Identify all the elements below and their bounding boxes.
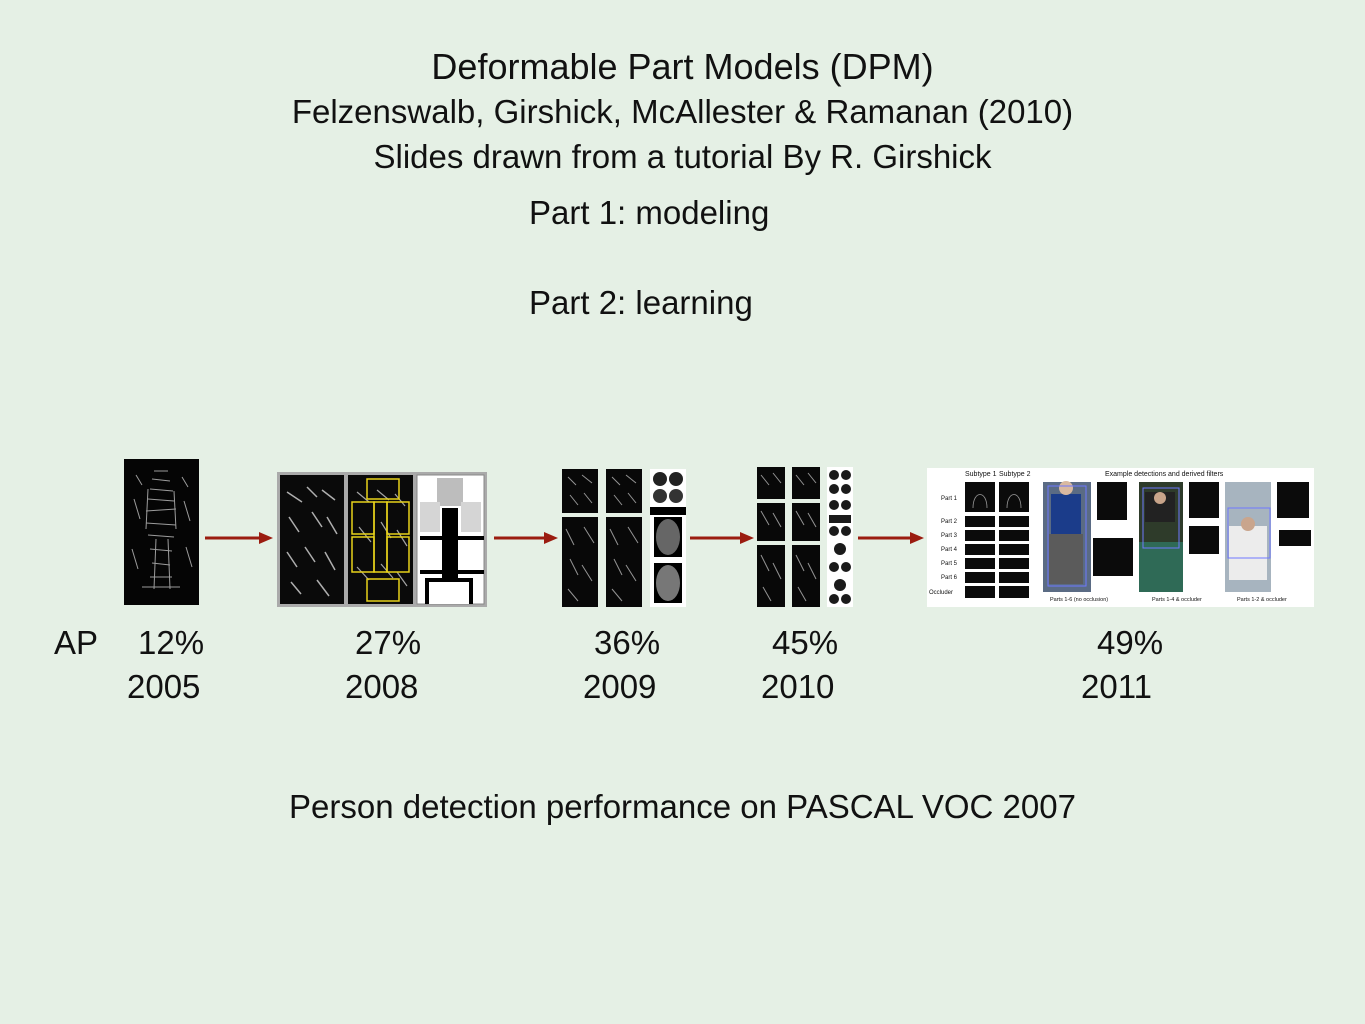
credit-line: Slides drawn from a tutorial By R. Girsh… <box>373 138 992 175</box>
row-label-occluder: Occluder <box>929 590 954 596</box>
arrow-right-icon <box>494 532 558 544</box>
ap-label: AP <box>54 624 99 661</box>
part-2-label: Part 2: learning <box>529 284 753 321</box>
arrow-right-icon <box>858 532 924 544</box>
ap-value: 36% <box>594 624 661 661</box>
row-label-part-5: Part 5 <box>941 561 958 567</box>
subtype-2-label: Subtype 2 <box>999 471 1031 478</box>
year-label: 2009 <box>583 668 657 705</box>
ap-value: 45% <box>772 624 839 661</box>
hog-template-2005-image <box>124 459 199 605</box>
model-2009-image <box>562 469 686 607</box>
caption-parts-1-4: Parts 1-4 & occluder <box>1152 597 1202 603</box>
subtype-1-label: Subtype 1 <box>965 471 997 478</box>
bottom-caption: Person detection performance on PASCAL V… <box>289 788 1076 825</box>
authors-line: Felzenswalb, Girshick, McAllester & Rama… <box>291 93 1074 130</box>
year-label: 2011 <box>1081 668 1152 705</box>
model-2010-image <box>757 467 853 607</box>
ap-value: 27% <box>355 624 422 661</box>
row-label-part-2: Part 2 <box>941 519 958 525</box>
row-label-part-3: Part 3 <box>941 533 958 539</box>
caption-parts-1-2: Parts 1-2 & occluder <box>1237 597 1287 603</box>
part-1-label: Part 1: modeling <box>529 194 770 231</box>
year-label: 2010 <box>761 668 835 705</box>
ap-value: 12% <box>138 624 205 661</box>
slide-title: Deformable Part Models (DPM) <box>431 46 934 87</box>
row-label-part-6: Part 6 <box>941 575 958 581</box>
year-label: 2008 <box>345 668 419 705</box>
model-2011-figure: Subtype 1 Subtype 2 Example detections a… <box>927 468 1314 607</box>
caption-no-occlusion: Parts 1-6 (no occlusion) <box>1050 597 1109 603</box>
arrow-right-icon <box>690 532 754 544</box>
row-label-part-4: Part 4 <box>941 547 958 553</box>
ap-value: 49% <box>1097 624 1164 661</box>
arrow-right-icon <box>205 532 273 544</box>
examples-title: Example detections and derived filters <box>1105 471 1224 478</box>
model-2008-image <box>277 472 487 607</box>
row-label-part-1: Part 1 <box>941 496 958 502</box>
year-label: 2005 <box>127 668 201 705</box>
